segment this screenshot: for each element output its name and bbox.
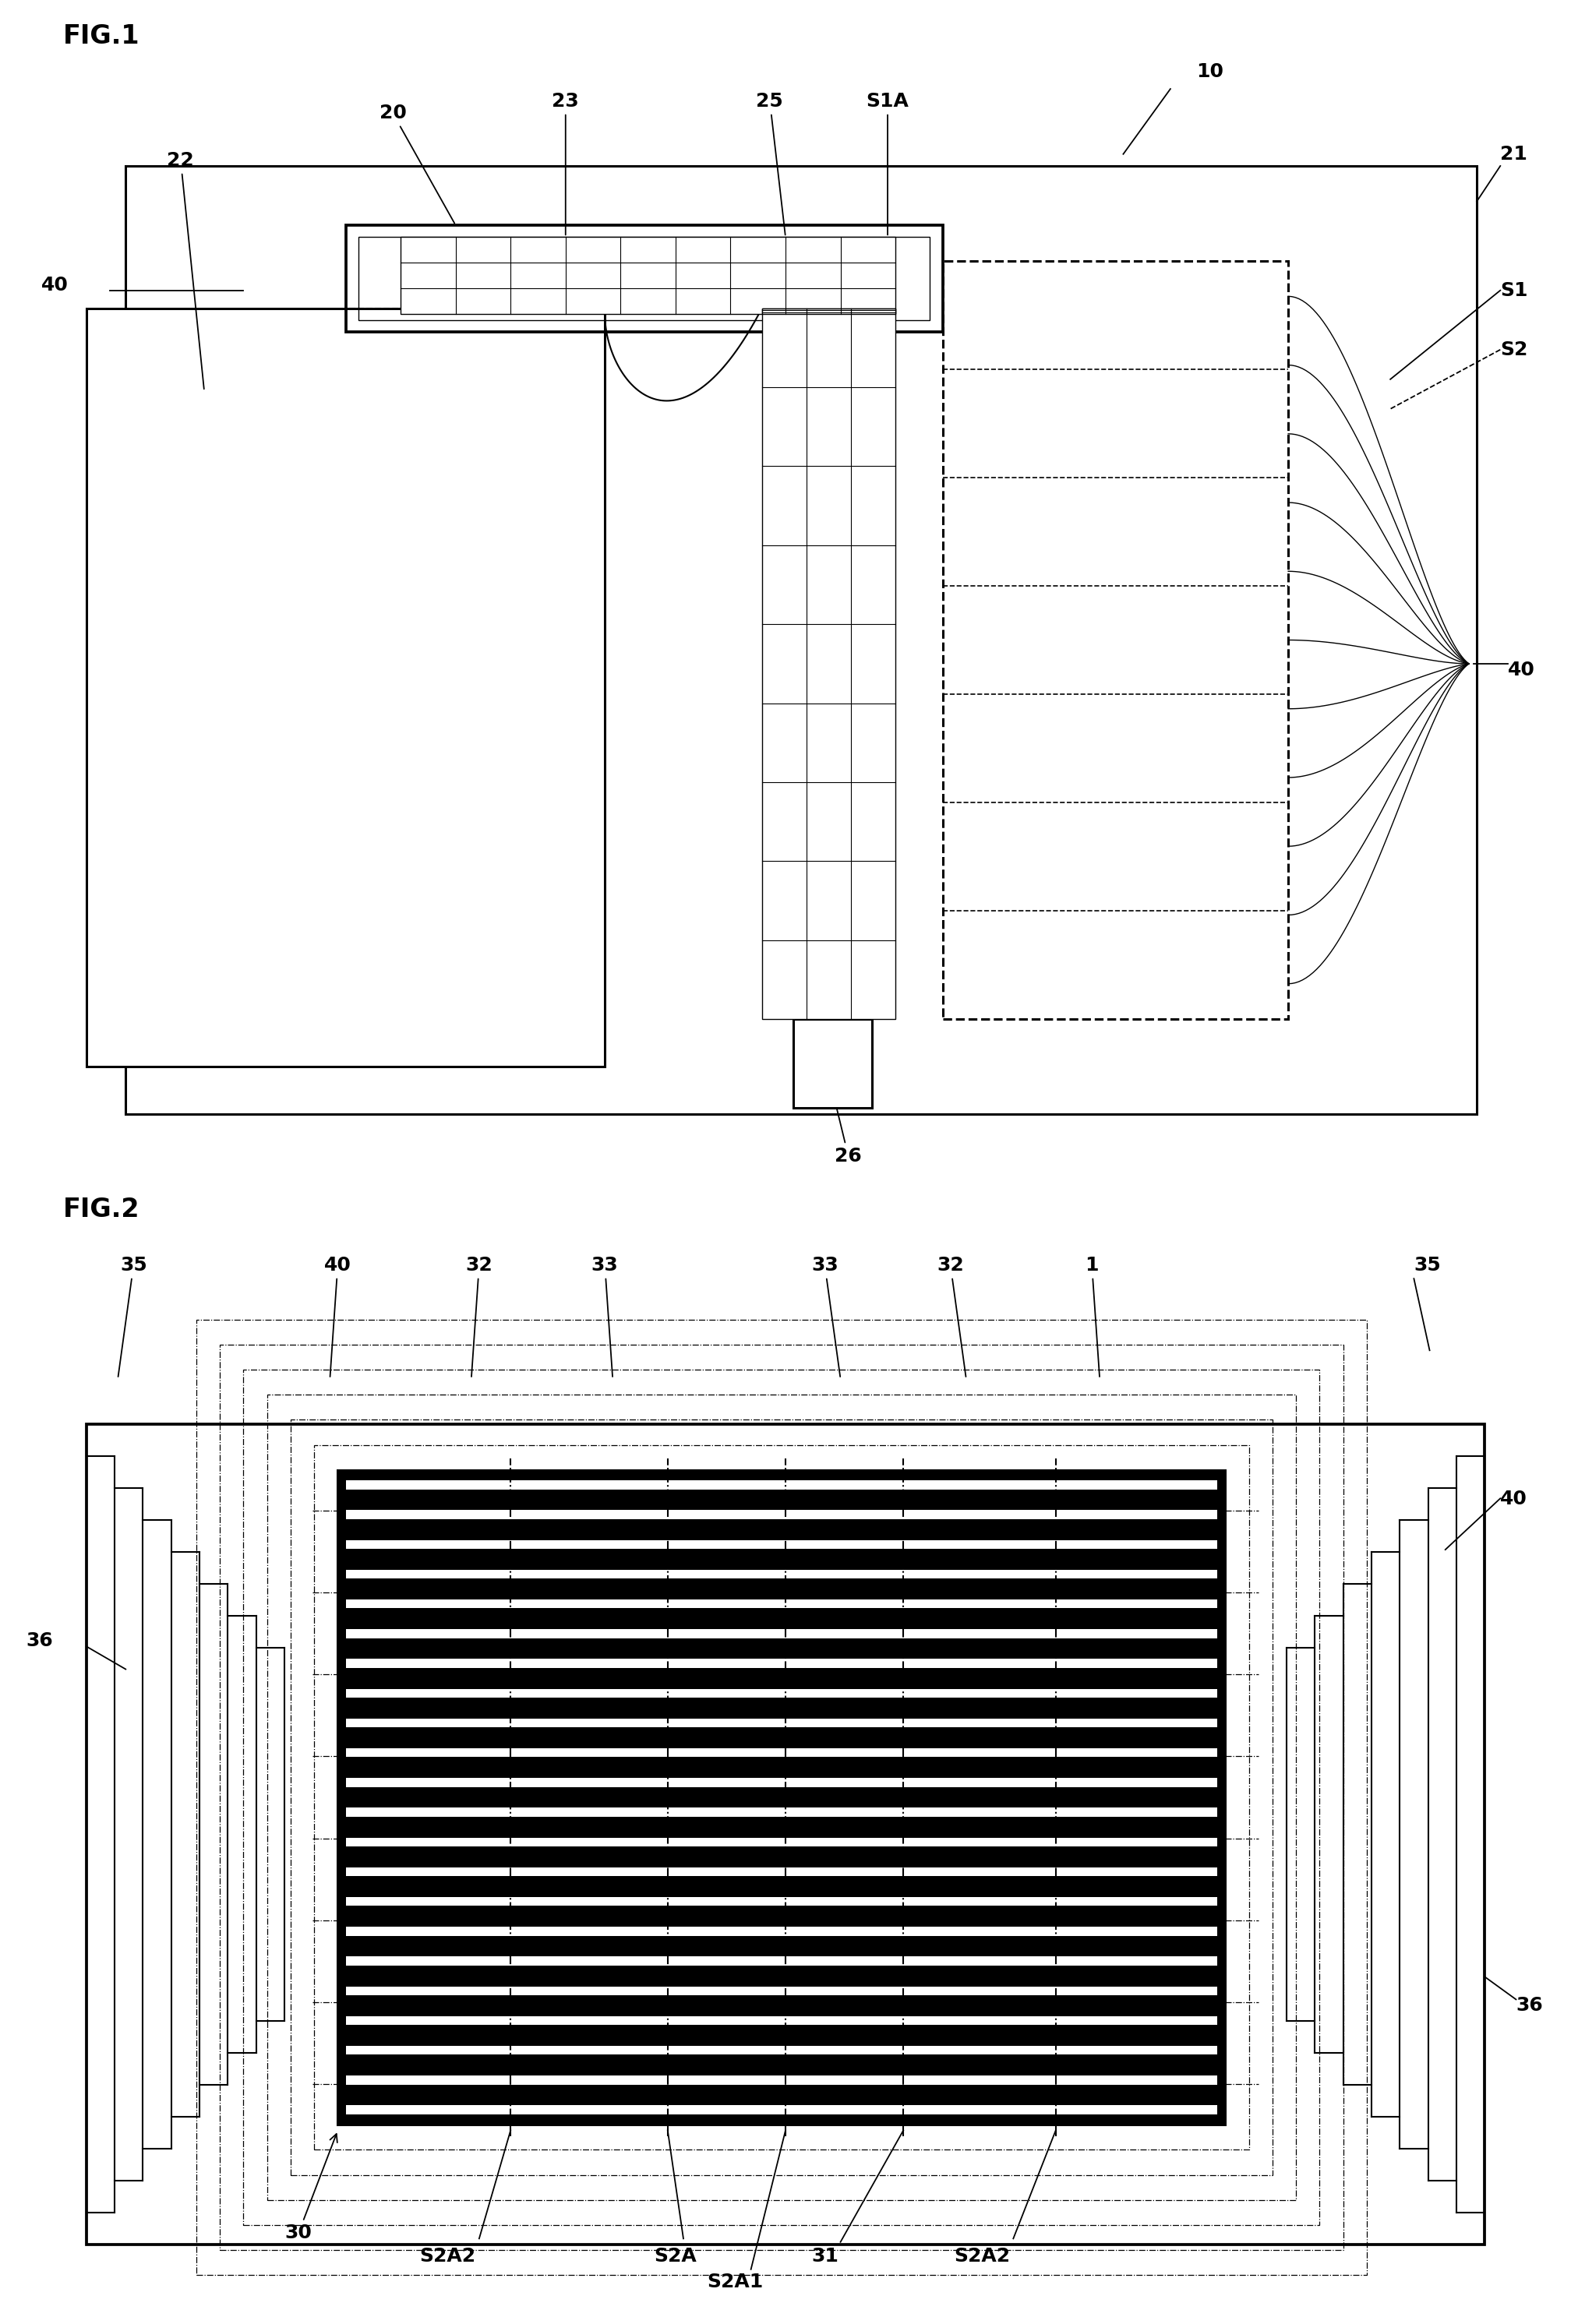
Bar [86, 1425, 1485, 2245]
Bar [762, 309, 895, 1020]
Bar [346, 1480, 1218, 1490]
Bar [346, 1808, 1218, 1817]
Text: 20: 20 [379, 105, 454, 223]
Text: 35: 35 [1414, 1255, 1441, 1274]
Text: 10: 10 [1196, 63, 1224, 81]
Bar [126, 165, 1477, 1113]
Bar [346, 2017, 1218, 2024]
Bar [346, 1717, 1218, 1727]
Bar [346, 2075, 1218, 2085]
Bar [196, 1320, 1367, 2275]
Text: 21: 21 [1500, 144, 1527, 165]
Bar [346, 2045, 1218, 2054]
Text: S2A2: S2A2 [954, 2247, 1010, 2266]
Text: 26: 26 [829, 1081, 862, 1164]
Text: S1: S1 [1500, 281, 1529, 300]
Text: 36: 36 [25, 1631, 53, 1650]
Bar [346, 1838, 1218, 1848]
Text: 32: 32 [936, 1255, 966, 1376]
Bar [244, 1369, 1320, 2224]
Text: 35: 35 [118, 1255, 148, 1376]
Bar [346, 225, 943, 332]
Text: 33: 33 [591, 1255, 619, 1376]
Text: 32: 32 [465, 1255, 493, 1376]
Text: S2A2: S2A2 [419, 2247, 476, 2266]
Text: S2A1: S2A1 [707, 2273, 764, 2291]
Text: S2A: S2A [654, 2247, 698, 2266]
Bar [346, 1629, 1218, 1638]
Text: 40: 40 [41, 277, 69, 295]
Bar [220, 1346, 1343, 2250]
Text: S2: S2 [1500, 342, 1529, 360]
Bar [346, 1659, 1218, 1669]
Bar [346, 1690, 1218, 1697]
Bar [346, 1541, 1218, 1548]
Text: 23: 23 [551, 93, 580, 235]
Text: 1: 1 [1086, 1255, 1100, 1376]
Bar [346, 1987, 1218, 1996]
Text: 33: 33 [811, 1255, 840, 1376]
Bar [793, 1020, 872, 1109]
Bar [346, 1569, 1218, 1578]
Bar [346, 1778, 1218, 1787]
Text: S1A: S1A [866, 93, 910, 235]
Bar [338, 1469, 1225, 2124]
Bar [346, 1599, 1218, 1608]
Text: FIG.1: FIG.1 [63, 23, 140, 49]
Text: 31: 31 [811, 2247, 839, 2266]
Bar [314, 1446, 1249, 2150]
Text: 40: 40 [1500, 1490, 1527, 1508]
Bar [358, 237, 930, 321]
Bar [346, 1511, 1218, 1520]
Bar [346, 1957, 1218, 1966]
Bar [762, 309, 895, 314]
Bar [346, 2106, 1218, 2115]
Text: FIG.2: FIG.2 [63, 1197, 140, 1222]
Text: 36: 36 [1516, 1996, 1543, 2015]
Text: 30: 30 [284, 2133, 338, 2243]
Text: 40: 40 [324, 1255, 352, 1376]
Bar [346, 1896, 1218, 1906]
Bar [291, 1420, 1273, 2175]
Text: 40: 40 [1508, 660, 1535, 679]
Text: 22: 22 [167, 151, 204, 388]
Bar [943, 260, 1288, 1020]
Text: 25: 25 [756, 93, 786, 235]
Bar [401, 237, 895, 314]
Bar [267, 1394, 1296, 2201]
Bar [86, 309, 605, 1067]
Bar [346, 1927, 1218, 1936]
Bar [346, 1866, 1218, 1875]
Bar [346, 1748, 1218, 1757]
